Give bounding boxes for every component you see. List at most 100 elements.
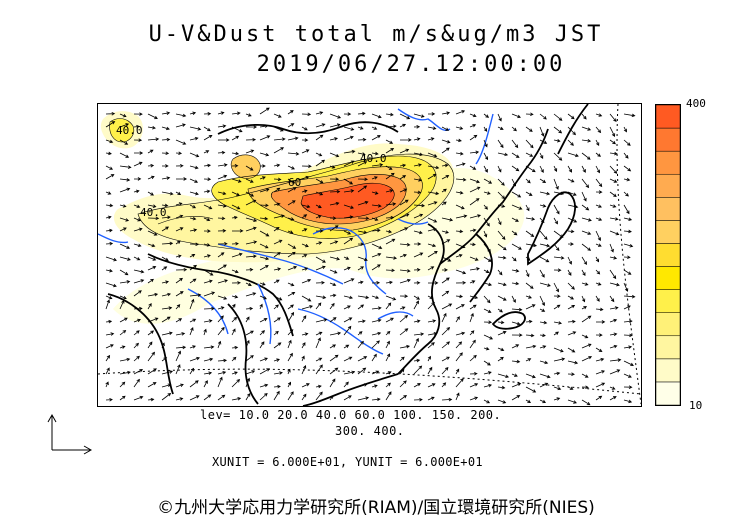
wind-arrow <box>413 383 421 388</box>
wind-arrow <box>399 138 412 142</box>
wind-arrow <box>469 150 480 155</box>
wind-arrow <box>273 304 279 310</box>
wind-arrow <box>147 230 158 236</box>
wind-arrow <box>455 254 463 258</box>
wind-arrow <box>161 266 168 271</box>
wind-arrow <box>301 355 305 362</box>
wind-arrow <box>273 214 285 219</box>
wind-arrow <box>175 113 187 118</box>
wind-arrow <box>427 301 435 310</box>
wind-arrow <box>385 124 397 129</box>
wind-arrow <box>105 215 112 220</box>
wind-arrow <box>497 243 507 251</box>
wind-arrow <box>357 266 365 271</box>
wind-arrow <box>609 178 618 183</box>
wind-arrow <box>301 189 308 193</box>
wind-arrow <box>539 360 549 365</box>
wind-arrow <box>119 317 128 323</box>
wind-arrow <box>315 191 324 196</box>
wind-arrow <box>343 305 351 310</box>
wind-arrow <box>301 342 306 349</box>
wind-arrow <box>497 139 504 149</box>
wind-arrow <box>511 268 520 273</box>
wind-arrow <box>441 277 450 284</box>
wind-arrow <box>497 320 505 325</box>
wind-arrow <box>287 243 297 249</box>
wind-arrow <box>343 317 353 323</box>
wind-arrow <box>231 241 239 246</box>
wind-arrow <box>189 264 197 271</box>
wind-arrow <box>413 152 424 157</box>
wind-arrow <box>455 316 460 323</box>
wind-arrow <box>427 165 440 170</box>
wind-arrow <box>553 386 562 391</box>
wind-arrow <box>609 204 617 208</box>
wind-arrow <box>329 282 337 286</box>
wind-arrow <box>553 126 563 134</box>
wind-arrow <box>623 269 632 275</box>
wind-arrow <box>273 317 281 323</box>
wind-arrow <box>217 124 227 129</box>
wind-arrow <box>539 178 547 183</box>
legend-color-band <box>655 173 681 198</box>
wind-arrow <box>455 294 464 299</box>
wind-arrow <box>553 165 558 172</box>
wind-arrow <box>147 191 155 196</box>
wind-arrow <box>399 278 411 284</box>
wind-arrow <box>217 204 227 208</box>
wind-arrow <box>133 217 142 222</box>
wind-arrow <box>511 191 522 198</box>
wind-arrow <box>525 295 532 299</box>
wind-arrow <box>329 216 337 220</box>
wind-arrow <box>427 217 438 223</box>
wind-arrow <box>245 165 254 171</box>
wind-arrow <box>427 112 436 116</box>
wind-arrow <box>119 381 126 388</box>
wind-arrow <box>399 213 410 219</box>
wind-arrow <box>609 332 618 337</box>
wind-arrow <box>511 230 518 236</box>
wind-arrow <box>203 177 212 181</box>
contour-label: 60 <box>288 176 301 189</box>
wind-arrow <box>525 256 531 261</box>
wind-arrow <box>161 111 171 116</box>
wind-arrow <box>441 126 450 131</box>
vector-units: XUNIT = 6.000E+01, YUNIT = 6.000E+01 <box>212 455 483 469</box>
wind-arrow <box>301 149 310 154</box>
wind-arrow <box>287 311 295 323</box>
wind-arrow <box>581 399 591 406</box>
wind-arrow <box>623 319 633 324</box>
wind-arrow <box>525 152 534 157</box>
wind-arrow <box>329 152 340 158</box>
wind-arrow <box>497 230 506 240</box>
wind-arrow <box>119 370 131 375</box>
wind-arrow <box>231 126 243 133</box>
wind-arrow <box>259 124 269 128</box>
wind-arrow <box>329 293 337 298</box>
wind-arrow <box>525 358 532 362</box>
wind-arrow <box>133 138 143 142</box>
wind-arrow <box>609 358 622 362</box>
wind-arrow <box>189 298 195 310</box>
wind-arrow <box>175 123 186 128</box>
wind-arrow <box>105 344 114 349</box>
wind-arrow <box>161 357 168 362</box>
wind-arrow <box>273 239 283 245</box>
wind-arrow <box>287 200 296 206</box>
wind-arrow <box>413 397 423 402</box>
wind-arrow <box>385 371 392 375</box>
legend-color-band <box>655 335 681 360</box>
wind-arrow <box>231 204 241 210</box>
wind-arrow <box>217 229 227 233</box>
wind-arrow <box>203 345 215 349</box>
wind-arrow <box>259 176 266 180</box>
wind-arrow <box>511 395 521 401</box>
wind-arrow <box>301 383 310 388</box>
wind-arrow <box>441 147 450 154</box>
wind-arrow <box>525 304 536 310</box>
wind-arrow <box>105 121 116 128</box>
wind-arrow <box>175 332 186 336</box>
wind-arrow <box>217 340 222 349</box>
wind-arrow <box>259 295 267 300</box>
wind-arrow <box>371 370 380 375</box>
